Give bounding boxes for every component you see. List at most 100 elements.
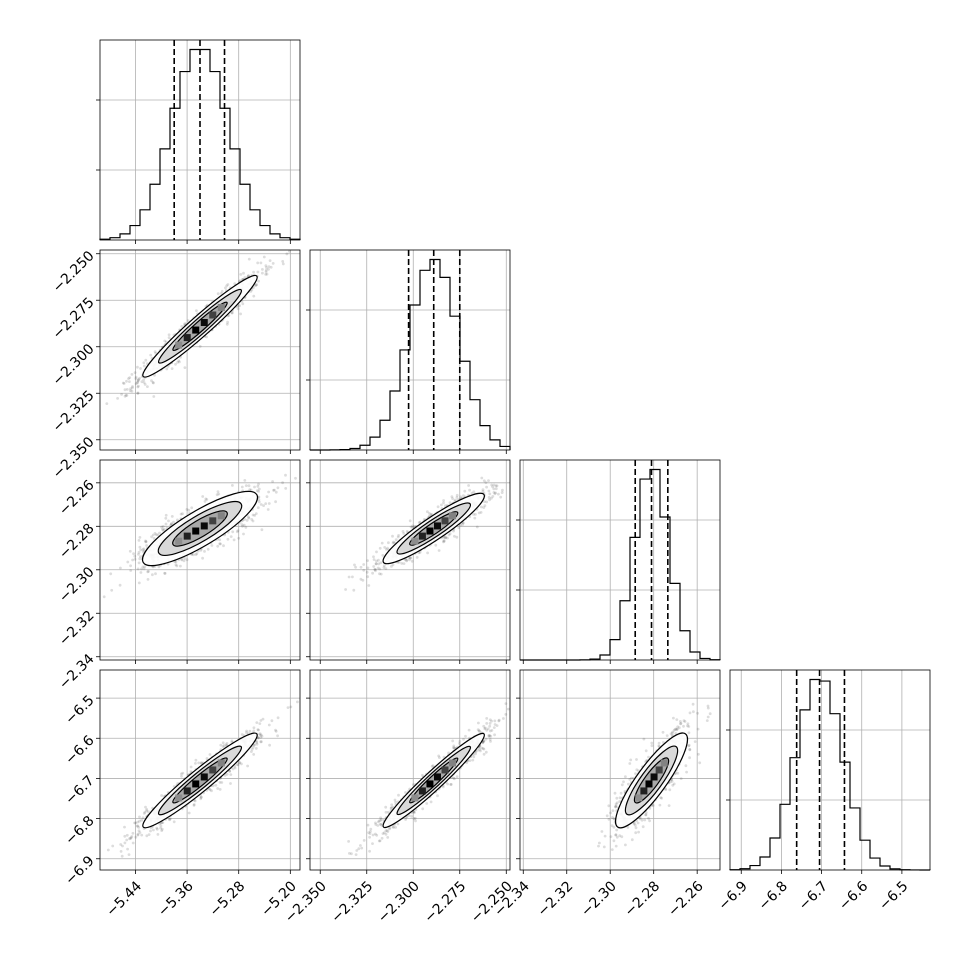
scatter-point [259,740,263,744]
scatter-point [225,742,229,745]
scatter-point [142,381,146,384]
scatter-point [487,496,491,499]
scatter-point [452,746,456,750]
scatter-point [443,536,447,540]
scatter-point [378,839,382,843]
scatter-point [224,286,227,290]
scatter-point [146,578,150,581]
scatter-point [240,762,243,766]
scatter-point [481,741,485,745]
scatter-point [149,353,153,357]
scatter-point [255,740,259,743]
scatter-point [229,773,233,776]
scatter-point [143,565,147,569]
scatter-point [195,309,198,312]
y-tick-label: −2.300 [50,341,98,389]
panel-frame [519,459,721,661]
scatter-point [154,533,158,536]
scatter-point [208,753,212,756]
panel-0-0 [96,39,301,244]
scatter-point [491,495,495,498]
scatter-point [137,581,141,585]
scatter-point [218,538,222,542]
scatter-point [488,492,492,496]
scatter-point [176,518,179,522]
scatter-point [151,573,154,577]
scatter-point [111,844,115,848]
density-cell [418,532,426,540]
scatter-point [487,734,491,737]
scatter-point [170,367,174,370]
scatter-point [245,729,249,733]
scatter-point [192,803,196,806]
scatter-point [261,717,265,721]
scatter-point [199,795,203,799]
scatter-point [257,482,260,486]
scatter-point [259,503,263,506]
scatter-point [127,853,131,856]
scatter-point [142,567,146,571]
scatter-point [411,524,414,528]
scatter-point [170,522,173,526]
scatter-point [133,554,137,558]
scatter-point [255,741,259,745]
scatter-point [247,484,251,488]
scatter-point [177,359,181,363]
density-cell [200,773,208,781]
scatter-point [145,809,149,813]
scatter-point [137,552,140,556]
scatter-point [421,773,424,777]
scatter-point [136,824,140,828]
scatter-point [136,833,140,837]
scatter-point [442,539,446,543]
scatter-point [136,832,140,836]
scatter-point [187,811,191,815]
scatter-point [494,484,498,488]
scatter-point [453,498,457,502]
scatter-point [485,500,489,504]
scatter-point [415,556,419,559]
scatter-point [411,526,414,529]
scatter-point [281,481,284,485]
scatter-point [164,516,168,520]
scatter-point [127,380,131,383]
scatter-point [261,268,264,271]
scatter-point [372,558,376,561]
scatter-point [264,264,268,268]
scatter-point [491,485,494,489]
scatter-point [264,502,268,505]
scatter-point [467,484,470,487]
scatter-point [378,567,382,571]
scatter-point [150,535,154,539]
scatter-point [192,804,196,807]
scatter-point [483,500,486,503]
scatter-point [296,700,299,704]
y-tick-label: −6.7 [62,773,97,808]
scatter-point [255,489,259,493]
scatter-point [203,500,207,503]
scatter-point [241,302,245,306]
scatter-point [161,528,164,531]
scatter-point [181,512,184,516]
panel-frame [99,669,301,871]
scatter-point [185,558,189,562]
scatter-point [125,388,129,391]
y-tick-label: −2.325 [50,388,98,436]
scatter-point [264,273,268,276]
scatter-point [226,283,230,286]
panel-3-0: −5.44 −5.36 −5.28 −5.20−6.9−6.8−6.7−6.6−6.5 [62,669,301,920]
scatter-point [130,373,134,376]
scatter-point [418,520,422,524]
scatter-point [241,524,244,528]
scatter-point [110,588,114,592]
scatter-point [459,523,462,527]
scatter-point [165,367,169,371]
scatter-point [210,544,214,547]
panel-content-2-0 [102,473,297,599]
density-cell [183,334,191,342]
scatter-point [257,279,260,283]
scatter-point [140,818,144,822]
scatter-point [138,376,142,380]
scatter-point [119,850,123,853]
scatter-point [134,375,138,379]
